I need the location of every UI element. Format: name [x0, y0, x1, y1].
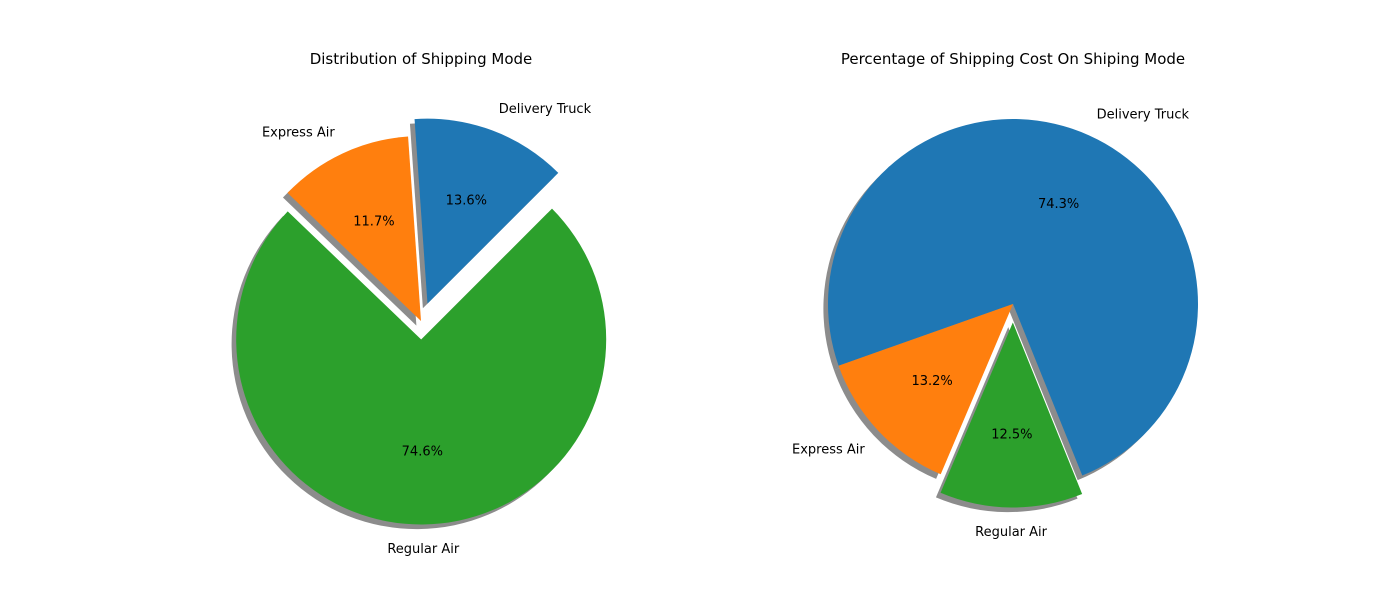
wedge-percent-regular-air: 12.5%: [991, 427, 1032, 442]
wedge-percent-delivery-truck: 13.6%: [446, 194, 487, 209]
wedge-delivery-truck: [828, 119, 1199, 476]
wedge-label-delivery-truck: Delivery Truck: [1097, 107, 1190, 122]
pie-chart-shipping-cost-percentage: Delivery Truck 74.3% Express Air 13.2% Regul…: [792, 50, 1199, 540]
wedge-label-regular-air: Regular Air: [975, 525, 1047, 540]
wedge-regular-air: [940, 322, 1083, 508]
wedge-percent-regular-air: 74.6%: [402, 444, 443, 459]
wedge-express-air: [838, 304, 1013, 475]
wedge-percent-delivery-truck: 74.3%: [1038, 197, 1079, 212]
wedge-regular-air: [236, 208, 607, 525]
wedge-express-air: [287, 136, 421, 321]
wedge-label-delivery-truck: Delivery Truck: [499, 102, 592, 117]
wedge-delivery-truck: [414, 118, 559, 304]
chart-title-shipping-cost-percentage: Percentage of Shipping Cost On Shiping M…: [841, 50, 1185, 68]
wedge-percent-express-air: 13.2%: [911, 374, 952, 389]
wedge-percent-express-air: 11.7%: [353, 214, 394, 229]
wedge-label-express-air: Express Air: [262, 126, 335, 141]
pie-chart-shipping-mode-distribution: Delivery Truck 13.6% Express Air 11.7% Regul…: [231, 50, 607, 557]
wedge-label-regular-air: Regular Air: [387, 542, 459, 557]
wedge-label-express-air: Express Air: [792, 442, 865, 457]
chart-title-shipping-mode-distribution: Distribution of Shipping Mode: [310, 50, 533, 68]
